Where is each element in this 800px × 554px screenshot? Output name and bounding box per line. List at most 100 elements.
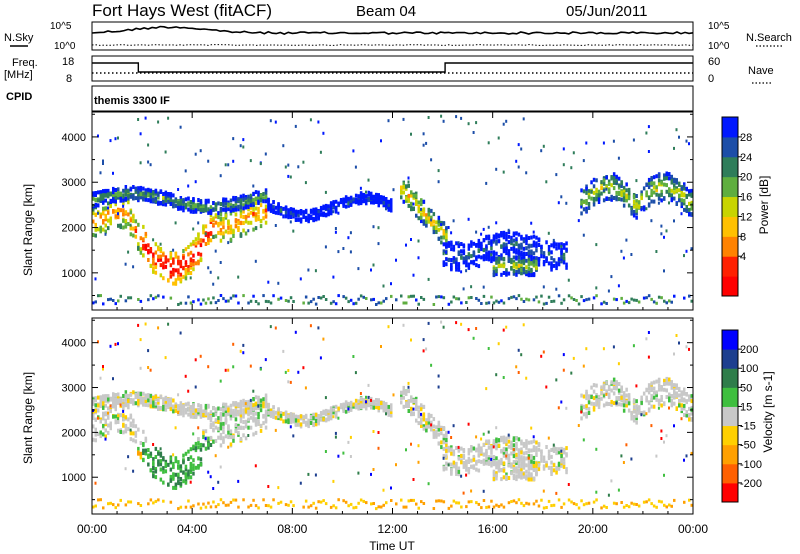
power-pixel — [154, 295, 158, 299]
power-pixel — [683, 296, 686, 300]
velocity-pixel — [187, 469, 190, 474]
power-pixel — [668, 187, 671, 192]
power-pixel — [612, 139, 615, 143]
velocity-pixel — [129, 399, 133, 404]
power-pixel — [547, 245, 551, 249]
power-pixel — [457, 267, 461, 272]
power-pixel — [615, 196, 618, 200]
power-pixel — [670, 177, 673, 182]
velocity-pixel — [192, 414, 195, 419]
power-pixel — [462, 256, 466, 261]
power-pixel — [562, 163, 565, 167]
power-pixel — [622, 195, 626, 200]
power-pixel — [117, 187, 120, 192]
velocity-pixel — [242, 402, 245, 407]
power-pixel — [520, 271, 523, 276]
velocity-pixel — [267, 485, 270, 488]
power-pixel — [224, 215, 228, 220]
power-pixel — [437, 180, 440, 184]
velocity-pixel — [189, 470, 193, 475]
power-pixel — [314, 302, 318, 306]
velocity-pixel — [377, 446, 380, 450]
velocity-pixel — [242, 414, 245, 419]
power-pixel — [497, 300, 501, 304]
power-pixel — [450, 231, 453, 235]
velocity-pixel — [472, 465, 476, 470]
power-pixel — [92, 194, 95, 199]
power-pixel — [174, 254, 178, 259]
velocity-pixel — [249, 408, 253, 413]
power-pixel — [632, 204, 636, 209]
power-pixel — [372, 263, 375, 267]
power-pixel — [284, 206, 288, 211]
power-pixel — [535, 241, 538, 246]
power-pixel — [502, 264, 506, 269]
velocity-pixel — [229, 416, 233, 421]
velocity-pixel — [172, 472, 175, 477]
velocity-pixel — [505, 442, 508, 447]
power-pixel — [422, 221, 426, 226]
velocity-pixel — [392, 393, 395, 397]
velocity-pixel — [557, 498, 561, 502]
power-ytick-label: 2000 — [62, 223, 86, 235]
velocity-pixel — [257, 506, 260, 510]
velocity-pixel — [174, 402, 178, 407]
power-pixel — [304, 215, 308, 220]
power-pixel — [247, 212, 250, 217]
power-pixel — [600, 191, 603, 196]
power-pixel — [555, 173, 558, 177]
velocity-pixel — [602, 347, 605, 351]
power-pixel — [204, 232, 207, 236]
power-pixel — [284, 299, 288, 302]
power-pixel — [567, 294, 571, 298]
power-pixel — [527, 249, 531, 254]
velocity-pixel — [530, 477, 533, 482]
power-pixel — [199, 243, 203, 248]
velocity-pixel — [500, 438, 503, 443]
power-pixel — [565, 247, 568, 252]
power-pixel — [465, 269, 468, 273]
power-pixel — [152, 297, 155, 301]
power-pixel — [294, 124, 297, 128]
power-pixel — [172, 267, 175, 272]
velocity-pixel — [227, 428, 230, 433]
velocity-pixel — [177, 507, 180, 511]
velocity-pixel — [179, 407, 183, 412]
power-pixel — [617, 284, 620, 288]
power-pixel — [505, 268, 508, 273]
power-pixel — [302, 210, 305, 215]
velocity-pixel — [525, 463, 528, 468]
velocity-pixel — [182, 479, 185, 484]
velocity-pixel — [422, 502, 426, 505]
power-pixel — [632, 200, 636, 204]
power-pixel — [525, 246, 528, 251]
velocity-pixel — [102, 367, 104, 371]
velocity-pixel — [470, 445, 473, 449]
velocity-pixel — [142, 442, 145, 446]
power-pixel — [475, 230, 478, 234]
velocity-pixel — [194, 385, 197, 389]
freq-tick-top: 18 — [62, 56, 74, 68]
power-pixel — [507, 259, 511, 263]
power-pixel — [517, 165, 520, 169]
power-pixel — [607, 188, 611, 193]
velocity-pixel — [612, 345, 615, 349]
velocity-pixel — [177, 460, 180, 465]
power-pixel — [174, 268, 178, 273]
power-pixel — [279, 296, 283, 300]
power-pixel — [134, 196, 138, 201]
velocity-pixel — [112, 503, 115, 507]
velocity-pixel — [495, 456, 498, 461]
velocity-pixel — [142, 397, 145, 402]
power-pixel — [535, 265, 538, 270]
velocity-pixel — [510, 451, 513, 456]
power-pixel — [415, 191, 418, 196]
velocity-pixel — [477, 445, 481, 450]
velocity-pixel — [657, 406, 660, 410]
power-pixel — [294, 210, 298, 215]
power-pixel — [425, 219, 428, 224]
velocity-pixel — [487, 459, 491, 464]
power-pixel — [219, 217, 223, 222]
velocity-pixel — [580, 410, 583, 414]
